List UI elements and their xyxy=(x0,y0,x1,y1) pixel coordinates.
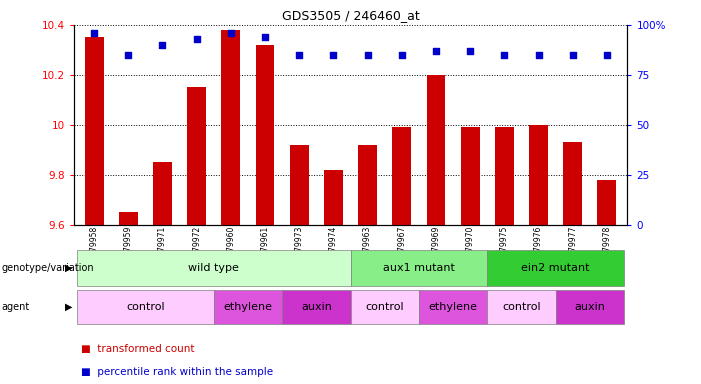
Title: GDS3505 / 246460_at: GDS3505 / 246460_at xyxy=(282,9,419,22)
Point xyxy=(396,52,407,58)
Point xyxy=(430,48,442,54)
Point xyxy=(294,52,305,58)
Bar xyxy=(85,38,104,225)
Text: auxin: auxin xyxy=(301,302,332,312)
Point xyxy=(225,30,236,36)
Point xyxy=(567,52,578,58)
Bar xyxy=(324,170,343,225)
Bar xyxy=(153,162,172,225)
Bar xyxy=(119,212,137,225)
Bar xyxy=(214,290,282,324)
Point xyxy=(533,52,544,58)
Bar xyxy=(393,127,411,225)
Bar xyxy=(290,145,308,225)
Point xyxy=(498,52,510,58)
Text: ■  transformed count: ■ transformed count xyxy=(81,344,194,354)
Bar xyxy=(487,250,624,286)
Text: auxin: auxin xyxy=(574,302,605,312)
Bar xyxy=(495,127,514,225)
Point xyxy=(362,52,373,58)
Point xyxy=(157,42,168,48)
Bar xyxy=(187,87,206,225)
Text: ethylene: ethylene xyxy=(224,302,273,312)
Point xyxy=(328,52,339,58)
Text: control: control xyxy=(502,302,540,312)
Bar xyxy=(77,250,350,286)
Bar xyxy=(461,127,479,225)
Text: aux1 mutant: aux1 mutant xyxy=(383,263,455,273)
Bar xyxy=(358,145,377,225)
Text: ▶: ▶ xyxy=(65,302,72,312)
Bar xyxy=(256,45,274,225)
Bar xyxy=(282,290,350,324)
Point xyxy=(123,52,134,58)
Text: ethylene: ethylene xyxy=(428,302,477,312)
Bar xyxy=(350,250,487,286)
Point xyxy=(465,48,476,54)
Text: genotype/variation: genotype/variation xyxy=(1,263,94,273)
Bar xyxy=(222,30,240,225)
Bar xyxy=(419,290,487,324)
Point xyxy=(259,34,271,40)
Bar xyxy=(529,125,548,225)
Point xyxy=(88,30,100,36)
Bar xyxy=(427,75,445,225)
Text: agent: agent xyxy=(1,302,29,312)
Point xyxy=(191,36,203,42)
Text: ▶: ▶ xyxy=(65,263,72,273)
Bar xyxy=(564,142,582,225)
Point xyxy=(601,52,613,58)
Text: ein2 mutant: ein2 mutant xyxy=(522,263,590,273)
Text: control: control xyxy=(126,302,165,312)
Bar xyxy=(77,290,214,324)
Text: ■  percentile rank within the sample: ■ percentile rank within the sample xyxy=(81,367,273,377)
Bar xyxy=(350,290,419,324)
Bar xyxy=(487,290,556,324)
Text: wild type: wild type xyxy=(189,263,239,273)
Bar xyxy=(597,180,616,225)
Text: control: control xyxy=(365,302,404,312)
Bar xyxy=(556,290,624,324)
